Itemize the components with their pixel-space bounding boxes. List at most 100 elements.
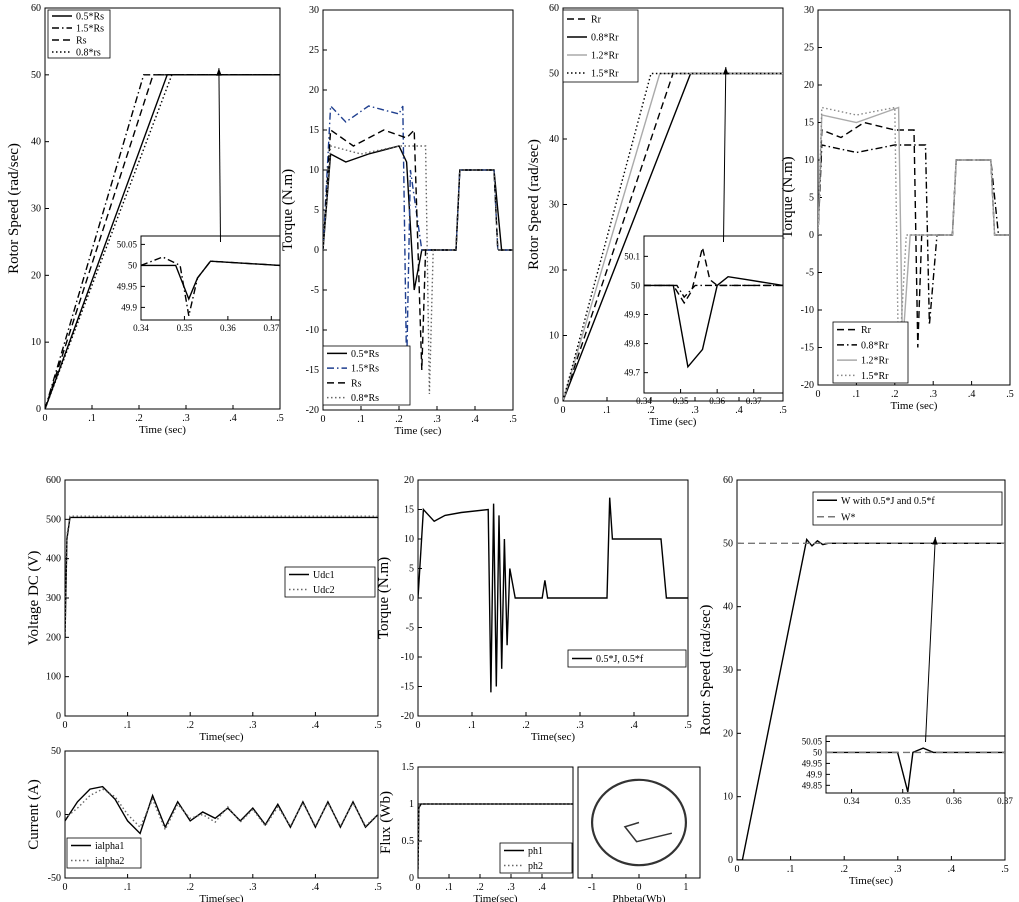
voltage-dc-xtick-label-2: .2: [186, 720, 194, 731]
speed-rr-legend-label-2: 1.2*Rr: [591, 51, 619, 62]
torque-rs-ylabel: Torque (N.m): [280, 169, 296, 251]
torque-rs-xtick-label-4: .4: [471, 414, 479, 425]
speed-j-ytick-label-2: 20: [723, 728, 733, 739]
speed-rs-ytick-label-6: 60: [31, 3, 41, 14]
torque-rr-ytick-label-6: 10: [804, 155, 814, 166]
speed-rs-legend-label-0: 0.5*Rs: [76, 12, 104, 23]
current-legend-label-1: ialpha2: [95, 856, 124, 867]
speed-j-ytick-label-3: 30: [723, 665, 733, 676]
torque-rr-legend-label-2: 1.2*Rr: [861, 356, 889, 367]
speed-rr-xtick-label-2: .2: [647, 405, 655, 416]
torque-rs-legend-label-0: 0.5*Rs: [351, 349, 379, 360]
current-ylabel: Current (A): [26, 779, 42, 849]
torque-rs-ytick-label-2: -10: [306, 325, 319, 336]
torque-rr-xtick-label-1: .1: [853, 389, 861, 400]
current-legend: [66, 837, 142, 869]
voltage-dc-ytick-label-0: 0: [56, 711, 61, 722]
torque-j-ytick-label-8: 20: [404, 475, 414, 486]
flux-ylabel: Flux (Wb): [378, 791, 394, 854]
flux-ytick-label-2: 1: [409, 799, 414, 810]
voltage-dc-ylabel: Voltage DC (V): [26, 551, 42, 646]
current-xtick-label-0: 0: [63, 882, 68, 893]
torque-rs-ytick-label-7: 15: [309, 125, 319, 136]
speed-rr-legend: [562, 9, 639, 83]
chart-flux: 0 .1 .2 .3 .4 0 0.5 1 1.5 ph1 ph2 Time(sec) Flux (Wb…: [378, 762, 574, 902]
speed-rr-legend-label-0: Rr: [591, 15, 602, 26]
torque-rr-legend-label-0: Rr: [861, 325, 872, 336]
speed-rr-ylabel: Rotor Speed (rad/sec): [526, 139, 542, 270]
torque-rr-ylabel: Torque (N.m): [780, 156, 796, 238]
speed-rr-inset-frame: [643, 235, 784, 394]
torque-rr-series-1: [818, 144, 1010, 326]
torque-rs-xtick-label-2: .2: [395, 414, 403, 425]
speed-rs-ytick-label-5: 50: [31, 70, 41, 81]
speed-rr-xtick-label-5: .5: [779, 405, 787, 416]
torque-rs-ytick-label-5: 5: [314, 205, 319, 216]
torque-j-ytick-label-2: -10: [401, 652, 414, 663]
speed-rs-legend-label-3: 0.8*rs: [76, 48, 101, 59]
torque-rr-legend-label-1: 0.8*Rr: [861, 340, 889, 351]
speed-rr-series-3: [563, 72, 783, 401]
speed-j-inset-ytick-label-4: 50.05: [802, 736, 823, 746]
speed-j-xtick-label-0: 0: [735, 864, 740, 875]
torque-rr-xtick-label-4: .4: [968, 389, 976, 400]
torque-rr-ytick-label-3: -5: [806, 268, 814, 279]
torque-rr-ytick-label-8: 20: [804, 80, 814, 91]
speed-rr-inset-ytick-label-0: 49.7: [624, 368, 640, 378]
chart-torque-rs: 0 .1 .2 .3 .4 .5 -20 -15 -10 -5 0 5 10 15 20 25 30 0.5*Rs…: [280, 5, 517, 437]
torque-rs-xtick-label-0: 0: [321, 414, 326, 425]
torque-rs-ytick-label-3: -5: [311, 285, 319, 296]
speed-j-ylabel: Rotor Speed (rad/sec): [698, 605, 714, 736]
voltage-dc-legend-label-1: Udc2: [313, 585, 335, 596]
speed-rs-xtick-label-5: .5: [276, 413, 284, 424]
current-xtick-label-3: .3: [249, 882, 257, 893]
speed-rs-inset-xtick-label-3: 0.37: [263, 323, 279, 333]
torque-rr-ytick-label-5: 5: [809, 193, 814, 204]
speed-j-xtick-label-5: .5: [1001, 864, 1009, 875]
speed-rs-ytick-label-3: 30: [31, 204, 41, 215]
speed-rr-inset-ytick-label-2: 49.9: [624, 310, 640, 320]
torque-rs-legend-label-3: 0.8*Rs: [351, 393, 379, 404]
speed-j-frame: [736, 479, 1006, 861]
speed-rs-legend-label-2: Rs: [76, 36, 87, 47]
current-xtick-label-5: .5: [374, 882, 382, 893]
flux-xtick-label-4: .4: [538, 882, 546, 893]
speed-j-inset-ytick-label-2: 49.95: [802, 758, 823, 768]
speed-rr-inset-series-0: [644, 275, 783, 369]
speed-rs-xlabel: Time (sec): [139, 424, 186, 436]
speed-j-legend: [812, 491, 1003, 526]
torque-j-ytick-label-1: -15: [401, 682, 414, 693]
speed-rr-zoom-arrow: [723, 66, 727, 243]
chart-speed-rs: 0.1.2.3.4.501020304050600.5*Rs1.5*RsRs0.…: [6, 3, 284, 436]
flux-series-1: [418, 803, 573, 871]
speed-rs-ytick-label-4: 40: [31, 137, 41, 148]
current-xlabel: Time(sec): [199, 893, 244, 902]
current-ytick-label-0: -50: [48, 873, 61, 884]
speed-rr-xtick-label-1: .1: [603, 405, 611, 416]
torque-rs-ytick-label-4: 0: [314, 245, 319, 256]
speed-rs-inset-xtick-label-2: 0.36: [220, 323, 236, 333]
speed-rs-series-2: [45, 74, 280, 409]
speed-rs-inset-ytick-label-2: 50: [128, 260, 138, 270]
flux-legend: [499, 842, 573, 874]
torque-j-xlabel: Time(sec): [531, 731, 576, 743]
speed-rs-inset-ytick-label-0: 49.9: [121, 302, 137, 312]
torque-j-series-0: [418, 497, 688, 693]
torque-j-ytick-label-7: 15: [404, 505, 414, 516]
speed-rs-ytick-label-1: 10: [31, 337, 41, 348]
speed-rr-inset: 0.34 0.35 0.36 0.37 49.7 49.8 49.9 50 50.1: [624, 235, 784, 406]
speed-rr-inset-series-1: [644, 247, 783, 305]
speed-rr-legend-label-1: 0.8*Rr: [591, 33, 619, 44]
chart-torque-rr: 0 .1 .2 .3 .4 .5 -20 -15 -10 -5 0 5 10 15 20 25 30 Rr 0.8*…: [780, 5, 1014, 412]
speed-j-xtick-label-4: .4: [948, 864, 956, 875]
speed-rr-inset-xtick-label-2: 0.36: [709, 396, 725, 406]
speed-j-zoom-arrow: [925, 536, 936, 743]
speed-j-inset-xtick-label-0: 0.34: [844, 796, 860, 806]
chart-speed-rr: 0 .1 .2 .3 .4 .5 0 10 20 30 40 50 60 Rr 0.8*Rr 1.2*Rr 1.…: [526, 3, 787, 428]
current-legend-label-0: ialpha1: [95, 841, 124, 852]
speed-j-inset-xtick-label-2: 0.36: [946, 796, 962, 806]
speed-j-inset-xtick-label-1: 0.35: [895, 796, 911, 806]
current-ytick-label-1: 0: [56, 810, 61, 821]
torque-j-xtick-label-0: 0: [416, 720, 421, 731]
speed-rr-inset-xtick-label-0: 0.34: [636, 396, 652, 406]
